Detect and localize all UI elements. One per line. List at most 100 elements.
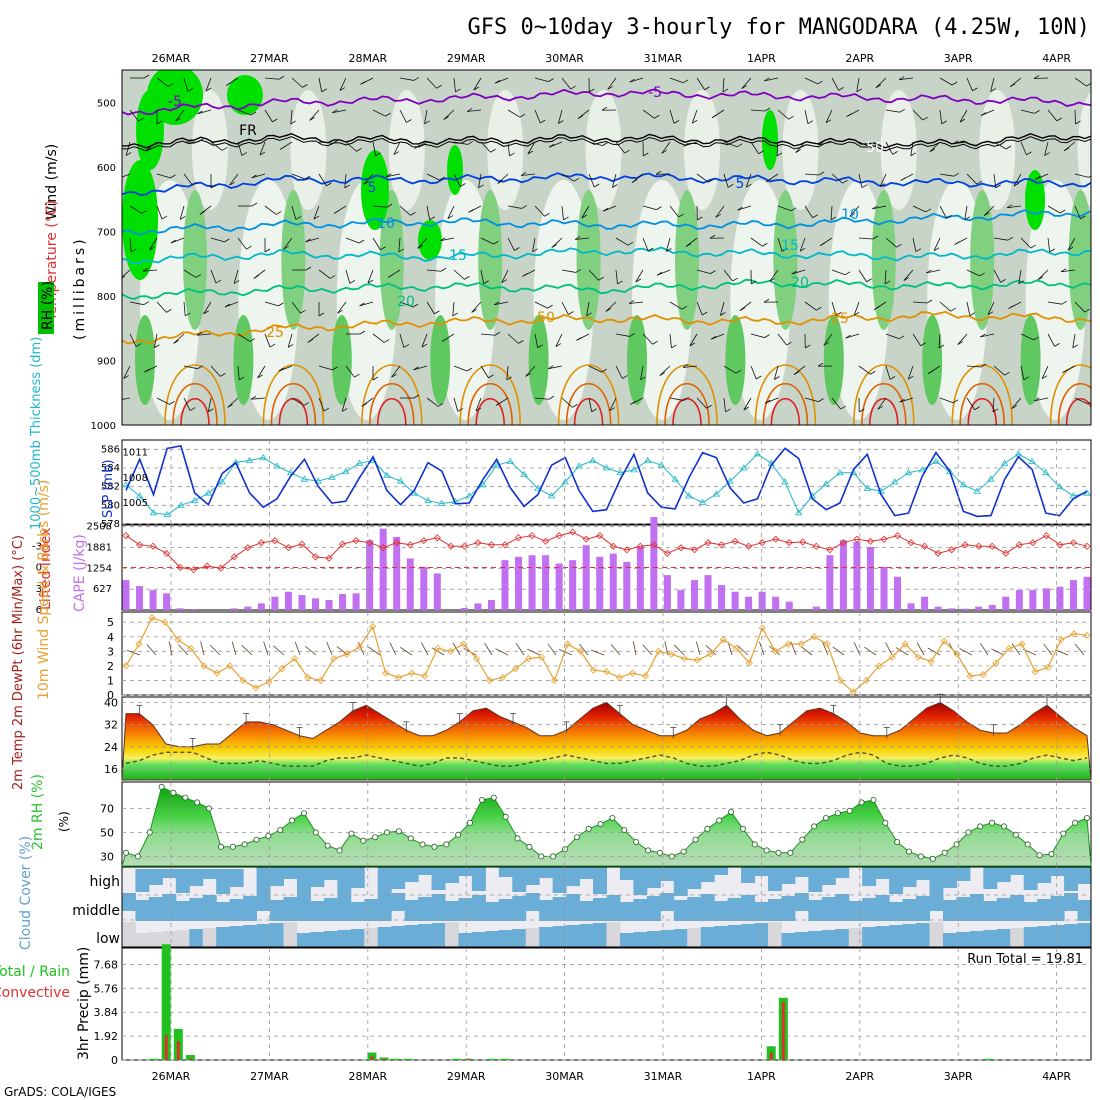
cloud-middle [310,901,325,921]
upper-wind-barb-flag [192,181,198,186]
upper-wind-barb [122,269,131,278]
upper-wind-barb-flag [196,331,203,336]
wind-point [317,676,325,685]
warm-contour-loop [1057,383,1091,425]
upper-wind-barb [555,333,563,347]
upper-wind-barb-flag [332,366,338,371]
cloud-high [808,867,823,892]
cloud-middle [350,902,365,921]
rh-point [906,848,913,855]
upper-wind-barb [1074,397,1088,405]
upper-wind-barb [966,77,973,92]
cloud-high [256,867,271,893]
upper-wind-barb [332,109,347,114]
cloud-high [942,867,957,888]
upper-wind-barb-flag [764,107,771,112]
cloud-high [754,867,769,876]
cloud-middle [606,895,621,921]
cloud-low [768,922,782,947]
upper-wind-barb-flag [704,86,710,91]
upper-wind-barb-flag [197,365,203,370]
surface-wind-barb [959,648,973,656]
freezing-contour-2 [122,136,1091,152]
li-tick: 0 [36,563,42,574]
thickness-point [273,462,281,469]
warm-contour-loop [869,397,899,425]
upper-wind-barb-flag [548,395,555,400]
precip-conv-bar [781,1001,785,1060]
cloud-high [323,867,338,880]
upper-wind-barb-flag [149,246,155,251]
cape-bar [379,528,387,610]
upper-wind-barb [966,269,980,277]
upper-wind-barb [1018,269,1022,284]
upper-wind-barb [1047,333,1055,347]
upper-wind-barb [615,237,629,246]
upper-wind-barb-flag [170,174,176,179]
rh-point [502,813,509,820]
surface-wind-barb [241,645,253,656]
upper-wind-barb [363,173,374,185]
upper-wind-barb [179,205,185,220]
rh-moist-patch [922,315,943,405]
wind-ylabel: 10m Wind Speed & Barbs (m/s) [36,480,52,700]
upper-wind-barb-flag [659,372,665,376]
upper-wind-barb [885,333,900,340]
cloud-high [471,867,486,891]
thickness-point [904,468,913,476]
li-point [135,541,144,549]
upper-wind-barb [367,269,374,284]
warm-contour-loop [475,397,505,425]
upper-wind-barb [799,237,806,252]
cape-bar [894,576,902,610]
wind-point [771,647,779,655]
upper-wind-barb-flag [363,181,369,185]
upper-wind-barb-flag [856,88,863,93]
upper-wind-barb-flag [437,403,444,407]
li-point [325,554,333,562]
li-point [393,539,401,547]
upper-wind-barb-flag [762,242,768,247]
upper-wind-barb [337,301,347,314]
upper-wind-barb [629,77,644,83]
li-point [677,544,685,552]
upper-wind-barb-flag [527,150,533,155]
upper-wind-barb-flag [859,408,865,413]
cloud-high [445,867,459,883]
li-point [934,549,942,557]
wind-point [563,640,572,648]
cloud-low [1037,926,1052,947]
cape-bar [785,601,793,610]
upper-wind-barb-flag [264,248,271,253]
upper-wind-barb-flag [326,182,332,187]
li-point [122,532,130,540]
upper-wind-barb [831,269,846,276]
rh-point [1084,815,1091,822]
cape-bar [515,556,523,610]
thickness-point [1000,459,1009,466]
cape-bar [718,585,726,610]
wind-point [1044,663,1052,671]
temp-ylabel: 2m Temp 2m DewPt (6hr Min/Max) (°C) [11,535,26,790]
upper-wind-barb-flag [933,247,940,252]
upper-wind-barb [899,77,914,81]
upper-wind-barb [903,269,914,281]
wind-point [1005,644,1013,652]
wind-point [421,672,429,680]
upper-wind-barb [345,141,357,152]
upper-wind-barb-flag [1008,305,1014,309]
thickness-point [287,468,295,476]
cloud-low [619,933,634,947]
cloud-low [122,922,136,947]
cloud-high [229,869,244,887]
upper-wind-barb [1020,109,1035,114]
cape-bar [257,603,265,610]
upper-wind-barb-flag [525,373,531,377]
cloud-high [633,867,648,895]
wind-point [239,676,247,685]
surface-wind-barb [400,647,413,656]
cloud-high [391,867,406,889]
date-label-top: 28MAR [348,52,387,65]
li-point [1029,539,1037,547]
cloud-high [148,869,163,885]
